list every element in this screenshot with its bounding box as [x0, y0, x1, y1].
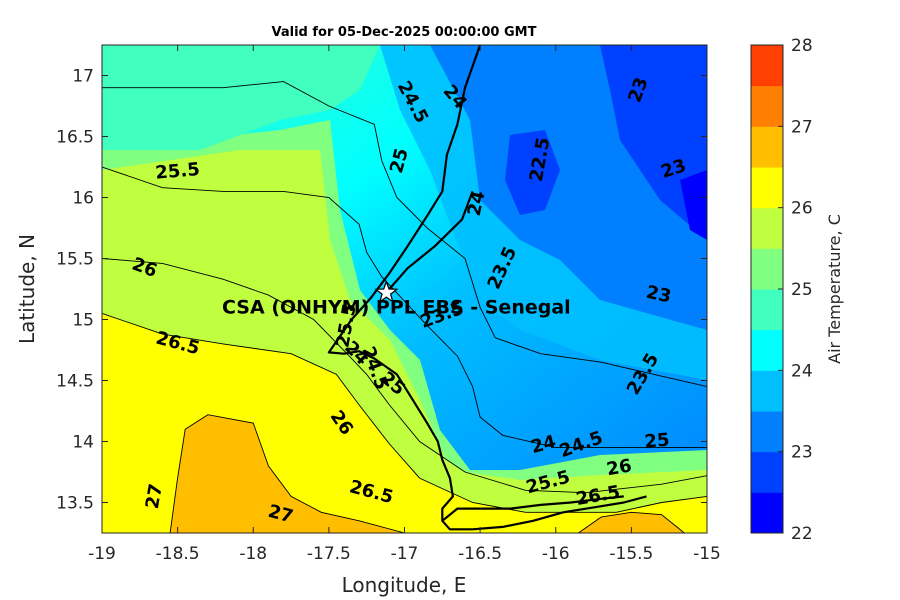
contour-bands: [102, 258, 707, 533]
y-tick-label-7: 17: [72, 67, 94, 87]
contour-lines: [102, 81, 707, 533]
coastline-segment-2: [441, 495, 624, 522]
colorbar-label: Air Temperature, C: [825, 214, 844, 364]
y-tick-label-6: 16.5: [56, 128, 94, 148]
contour-label-9: 23: [644, 282, 673, 308]
chart-title: Valid for 05-Dec-2025 00:00:00 GMT: [272, 25, 537, 40]
colorbar-tick-label-1: 23: [791, 443, 813, 463]
colorbar-tick-label-2: 24: [791, 361, 813, 381]
coastline: [327, 45, 647, 531]
colorbar-segment-9: [751, 126, 783, 168]
contour-band-3: [578, 512, 685, 533]
colorbar-segment-11: [751, 45, 783, 87]
colorbar-tick-label-5: 27: [791, 117, 813, 137]
contour-line-1: [102, 166, 707, 449]
x-tick-label-4: -17: [391, 544, 419, 564]
x-tick-label-3: -17.5: [307, 544, 351, 564]
contour-label-6: 25.5: [155, 159, 201, 184]
x-tick-label-6: -16: [542, 544, 570, 564]
colorbar-ticks: 22 23 24 25 26 27 28: [778, 36, 813, 544]
colorbar-segment-5: [751, 289, 783, 331]
colorbar: [750, 44, 784, 534]
coastline-segment-1: [388, 191, 474, 290]
band-22-5-core: [505, 130, 560, 215]
contour-label-22: 26: [605, 455, 633, 480]
y-axis-ticks: 13.5 14 14.5 15 15.5 16 16.5 17: [56, 67, 707, 514]
contour-line-0: [102, 81, 707, 388]
colorbar-segment-10: [751, 85, 783, 127]
colorbar-segment-8: [751, 167, 783, 209]
colorbar-tick-label-6: 28: [791, 36, 813, 56]
x-tick-label-2: -18: [239, 544, 267, 564]
y-tick-label-5: 16: [72, 189, 94, 209]
y-tick-label-2: 14.5: [56, 372, 94, 392]
coastline-segment-0: [327, 45, 647, 531]
contour-line-3: [102, 312, 707, 513]
y-tick-label-3: 15: [72, 311, 94, 331]
x-tick-label-1: -18.5: [156, 544, 200, 564]
contour-band-2: [170, 414, 405, 533]
contour-label-26: 27: [142, 482, 167, 510]
x-tick-label-8: -15: [693, 544, 721, 564]
contour-label-21: 25: [644, 429, 671, 452]
band-22-5-east: [600, 45, 707, 240]
x-axis-label: Longitude, E: [342, 573, 467, 597]
colorbar-tick-label-4: 26: [791, 199, 813, 219]
x-axis-ticks: -19 -18.5 -18 -17.5 -17 -16.5 -16 -15.5 -15: [88, 45, 721, 564]
x-tick-label-0: -19: [88, 544, 116, 564]
station-label: CSA (ONHYM) PPL EBS - Senegal: [222, 297, 571, 319]
x-tick-label-5: -16.5: [458, 544, 502, 564]
colorbar-segment-1: [751, 451, 783, 493]
station-marker: [374, 279, 399, 304]
colorbar-segment-7: [751, 207, 783, 249]
contour-line-4: [169, 414, 405, 533]
y-tick-label-1: 14: [72, 433, 94, 453]
colorbar-segment-6: [751, 248, 783, 290]
colorbar-tick-label-0: 22: [791, 524, 813, 544]
band-24-5: [102, 45, 380, 150]
colorbar-tick-label-3: 25: [791, 280, 813, 300]
contour-line-2: [102, 258, 707, 494]
colorbar-segment-0: [751, 492, 783, 534]
x-tick-label-7: -15.5: [609, 544, 653, 564]
y-tick-label-0: 13.5: [56, 494, 94, 514]
y-tick-label-4: 15.5: [56, 250, 94, 270]
colorbar-segment-4: [751, 329, 783, 371]
station-star-icon: [374, 279, 399, 304]
colorbar-segment-2: [751, 411, 783, 453]
contour-label-7: 24: [464, 189, 490, 218]
contour-line-5: [578, 511, 685, 533]
band-22-core: [680, 170, 707, 240]
colorbar-segment-3: [751, 370, 783, 412]
y-axis-label: Latitude, N: [15, 234, 39, 344]
